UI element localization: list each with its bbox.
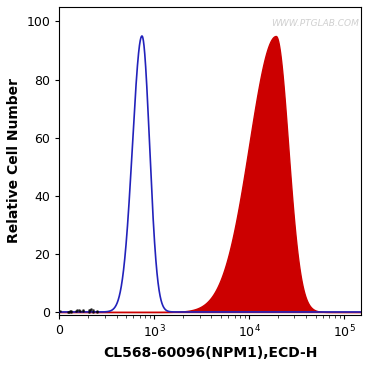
Text: WWW.PTGLAB.COM: WWW.PTGLAB.COM	[271, 19, 359, 28]
Point	[68, 308, 74, 313]
Point	[80, 306, 86, 312]
Point	[91, 309, 97, 315]
Point	[73, 309, 79, 315]
Point	[87, 307, 92, 313]
Point	[94, 309, 100, 315]
Point	[74, 308, 80, 313]
Point	[80, 308, 86, 314]
Point	[57, 308, 63, 313]
Point	[77, 308, 83, 314]
Point	[88, 306, 94, 312]
Point	[68, 309, 74, 315]
Point	[66, 309, 72, 315]
Point	[94, 308, 100, 314]
Point	[67, 308, 73, 314]
Point	[90, 308, 95, 313]
Point	[87, 309, 92, 315]
Point	[65, 309, 71, 315]
Y-axis label: Relative Cell Number: Relative Cell Number	[7, 79, 21, 243]
Point	[75, 307, 81, 313]
Point	[86, 307, 92, 313]
X-axis label: CL568-60096(NPM1),ECD-H: CL568-60096(NPM1),ECD-H	[103, 346, 317, 360]
